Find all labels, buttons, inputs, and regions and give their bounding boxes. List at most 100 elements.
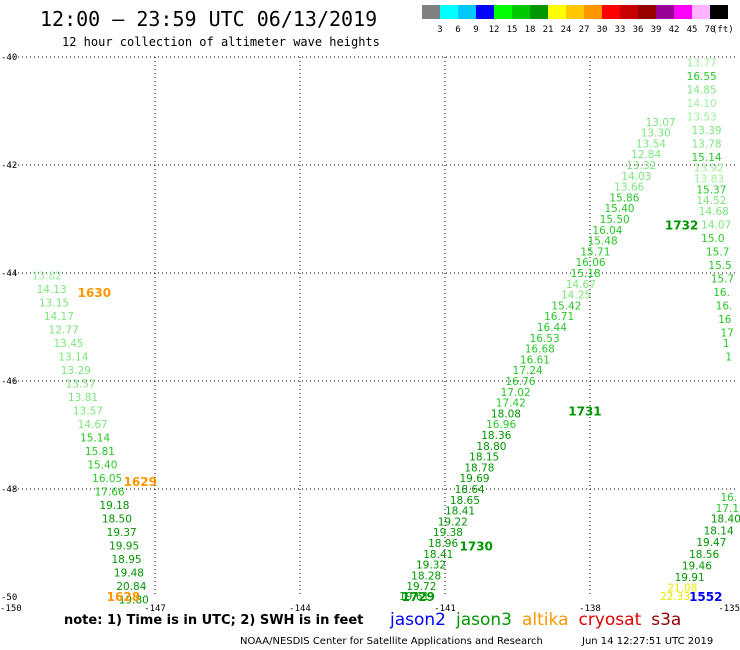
wave-height-value: 15.7 bbox=[706, 246, 729, 258]
track-time-label: 1729 bbox=[402, 590, 435, 604]
scale-tick-label: 15 bbox=[507, 25, 518, 35]
scale-swatch bbox=[476, 5, 494, 19]
wave-height-value: 14.07 bbox=[701, 219, 731, 231]
wave-height-value: 15.81 bbox=[85, 446, 115, 458]
wave-height-value: 22.33 bbox=[660, 591, 690, 603]
wave-height-value: 15.7 bbox=[711, 273, 734, 285]
x-tick-label: -147 bbox=[144, 604, 166, 614]
wave-height-value: 14.25 bbox=[561, 290, 591, 302]
y-axis-ticks: -40 -42 -44 -46 -48 -50 bbox=[1, 53, 17, 603]
wave-height-value: 13.78 bbox=[692, 138, 722, 150]
scale-tick-label: 9 bbox=[473, 25, 478, 35]
wave-height-value: 18.40 bbox=[711, 514, 740, 526]
scale-swatch bbox=[710, 5, 728, 19]
scale-swatch bbox=[674, 5, 692, 19]
wave-height-value: 19.91 bbox=[675, 572, 705, 584]
wave-height-value: 17.24 bbox=[513, 365, 543, 377]
wave-height-value: 13.14 bbox=[58, 352, 88, 364]
wave-height-value: 16.06 bbox=[576, 257, 606, 269]
wave-height-value: 13.77 bbox=[687, 57, 717, 69]
wave-height-value: 13.81 bbox=[68, 392, 98, 404]
track-time-label: 1628 bbox=[107, 590, 140, 604]
track-time-label: 1629 bbox=[124, 475, 157, 489]
scale-swatch bbox=[638, 5, 656, 19]
y-tick-label: -46 bbox=[1, 377, 17, 387]
wave-height-value: 15.86 bbox=[609, 192, 639, 204]
wave-height-value: 12.84 bbox=[631, 149, 661, 161]
scale-tick-label: 70 bbox=[705, 25, 716, 35]
footer-note: note: 1) Time is in UTC; 2) SWH is in fe… bbox=[64, 613, 363, 628]
wave-height-value: 16.55 bbox=[687, 71, 717, 83]
wave-height-value: 14.85 bbox=[687, 84, 717, 96]
wave-height-value: 17 bbox=[721, 327, 734, 339]
wave-height-value: 19.72 bbox=[406, 581, 436, 593]
wave-height-value: 16.76 bbox=[505, 376, 535, 388]
wave-height-value: 13.82 bbox=[32, 271, 62, 283]
wave-height-value: 18.56 bbox=[689, 549, 719, 561]
wave-height-value: 18.96 bbox=[428, 538, 458, 550]
wave-height-value: 16.53 bbox=[530, 333, 560, 345]
scale-swatch bbox=[656, 5, 674, 19]
x-tick-label: -138 bbox=[579, 604, 601, 614]
scale-swatch bbox=[602, 5, 620, 19]
wave-height-value: 13.57 bbox=[66, 379, 96, 391]
wave-height-value: 15.50 bbox=[600, 214, 630, 226]
wave-height-value: 19.61 bbox=[399, 591, 429, 603]
wave-height-value: 15.40 bbox=[605, 203, 635, 215]
y-tick-label: -40 bbox=[1, 53, 17, 63]
satellite-label-cryosat: cryosat bbox=[579, 610, 642, 630]
wave-height-value: 19.48 bbox=[114, 568, 144, 580]
wave-height-color-scale: 3 6 9 12 15 18 21 24 27 30 33 36 39 42 45 70 bbox=[422, 5, 728, 35]
scale-tick-label: 18 bbox=[525, 25, 536, 35]
scale-swatch bbox=[494, 5, 512, 19]
scale-swatch bbox=[440, 5, 458, 19]
wave-height-value: 13.45 bbox=[54, 338, 84, 350]
track-time-label: 1552 bbox=[689, 590, 722, 604]
wave-height-value: 19.69 bbox=[460, 473, 490, 485]
wave-height-value: 14.10 bbox=[687, 98, 717, 110]
wave-height-value: 19.38 bbox=[433, 527, 463, 539]
track-time-label: 1730 bbox=[460, 540, 493, 554]
wave-height-value: 14.13 bbox=[37, 284, 67, 296]
chart-grid bbox=[10, 56, 735, 597]
scale-tick-label: 36 bbox=[633, 25, 644, 35]
wave-height-value: 1 bbox=[723, 338, 730, 350]
wave-height-value: 16 bbox=[718, 314, 732, 326]
wave-height-value: 18.64 bbox=[455, 484, 485, 496]
wave-height-value: 15.71 bbox=[580, 246, 610, 258]
x-tick-label: -135 bbox=[718, 604, 740, 614]
wave-height-value: 16.96 bbox=[486, 419, 516, 431]
wave-height-value: 13.53 bbox=[687, 111, 717, 123]
scale-tick-label: 45 bbox=[687, 25, 698, 35]
scale-swatch bbox=[458, 5, 476, 19]
satellite-label-jason2: jason2 bbox=[389, 610, 446, 630]
y-tick-label: -44 bbox=[1, 269, 17, 279]
wave-height-value: 14.03 bbox=[621, 171, 651, 183]
wave-height-value: 13.07 bbox=[646, 117, 676, 129]
satellite-legend: jason2 jason3 altika cryosat s3a bbox=[389, 610, 681, 630]
wave-height-value: 18.41 bbox=[445, 506, 475, 518]
wave-height-value: 18.95 bbox=[112, 554, 142, 566]
wave-height-value: 13.29 bbox=[61, 365, 91, 377]
wave-height-value: 13.92 bbox=[694, 163, 724, 175]
wave-height-value: 14.17 bbox=[44, 311, 74, 323]
scale-tick-label: 30 bbox=[597, 25, 608, 35]
wave-height-value: 19.32 bbox=[416, 560, 446, 572]
wave-height-value: 18.08 bbox=[491, 408, 521, 420]
chart-subtitle: 12 hour collection of altimeter wave hei… bbox=[62, 35, 380, 49]
wave-height-value: 18.78 bbox=[464, 462, 494, 474]
chart-title: 12:00 – 23:59 UTC 06/13/2019 bbox=[40, 7, 377, 31]
track-time-labels: 1628 1629 1630 1729 1730 1731 1732 1552 bbox=[78, 218, 723, 604]
wave-height-value: 13.32 bbox=[626, 160, 656, 172]
scale-swatch bbox=[566, 5, 584, 19]
wave-height-value: 15.14 bbox=[692, 152, 722, 164]
wave-height-value: 13.15 bbox=[39, 298, 69, 310]
wave-height-value: 19.95 bbox=[109, 541, 139, 553]
wave-height-value: 15.37 bbox=[696, 184, 726, 196]
wave-height-value: 13.83 bbox=[694, 174, 724, 186]
wave-height-value: 19.47 bbox=[696, 537, 726, 549]
wave-height-value: 21.08 bbox=[667, 582, 697, 594]
wave-height-value: 13.66 bbox=[614, 182, 644, 194]
x-tick-label: -144 bbox=[289, 604, 311, 614]
